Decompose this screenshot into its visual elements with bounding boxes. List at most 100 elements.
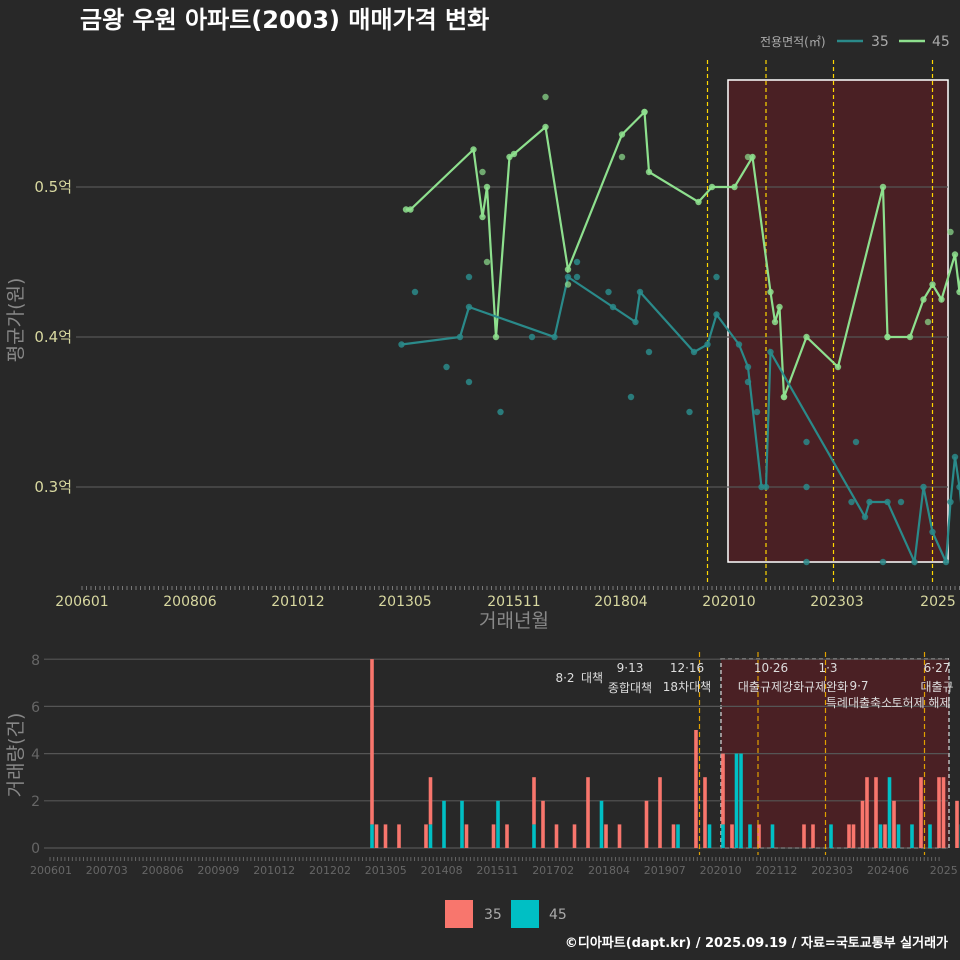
volume-bar-35 — [428, 777, 433, 825]
x-tick-label: 202112 — [755, 864, 797, 877]
x-tick-label: 202303 — [810, 594, 863, 610]
data-point-45 — [776, 303, 783, 311]
x-tick-label: 200703 — [86, 864, 128, 877]
data-point-35 — [713, 311, 720, 318]
data-point-45 — [564, 266, 572, 273]
data-point-35 — [744, 378, 752, 386]
price-panel: 0.3억 0.4억 0.5억 200601 200806 201012 2013… — [5, 60, 960, 632]
volume-bar-35 — [424, 824, 428, 848]
data-point-35 — [411, 288, 419, 296]
data-point-35 — [947, 498, 954, 506]
x-tick-label: 202303 — [811, 864, 853, 877]
y-tick-label: 2 — [31, 794, 40, 810]
x-tick-label: 200909 — [197, 864, 239, 877]
event-name: 종합대책 — [608, 680, 652, 695]
data-point-45 — [542, 93, 549, 101]
volume-y-tick-labels: 0 2 4 6 8 — [31, 653, 40, 857]
data-point-45 — [618, 153, 626, 161]
volume-bar-35 — [586, 777, 590, 848]
volume-bar-45 — [370, 824, 374, 848]
data-point-45 — [564, 281, 572, 288]
volume-bar-35 — [802, 824, 806, 848]
volume-bar-45 — [748, 824, 752, 848]
data-point-35 — [744, 363, 752, 371]
data-point-35 — [609, 303, 617, 311]
x-tick-label: 201511 — [487, 594, 540, 610]
volume-bar-45 — [428, 824, 433, 848]
data-point-45 — [407, 206, 414, 213]
data-point-35 — [573, 273, 581, 281]
data-point-45 — [956, 288, 960, 296]
event-date: 6·27 — [924, 661, 951, 675]
bottom-legend-label-45: 45 — [549, 907, 567, 923]
data-point-35 — [762, 483, 770, 491]
volume-bar-45 — [910, 824, 914, 848]
volume-bar-35 — [937, 777, 941, 848]
volume-bar-35 — [617, 824, 622, 848]
y-tick-label: 8 — [31, 653, 40, 669]
volume-bar-45 — [676, 824, 680, 848]
x-tick-label: 202010 — [700, 864, 742, 877]
data-point-35 — [713, 273, 720, 281]
volume-bar-45 — [739, 753, 743, 848]
volume-bar-35 — [370, 659, 374, 825]
data-point-45 — [618, 131, 626, 138]
event-date: 1·3 — [818, 661, 837, 675]
volume-bar-35 — [671, 824, 676, 848]
price-x-minor-ticks — [81, 586, 960, 590]
data-point-35 — [951, 453, 959, 461]
data-point-35 — [911, 558, 918, 566]
data-point-35 — [636, 288, 644, 296]
event-name: 대출규 — [920, 680, 953, 694]
volume-bar-35 — [919, 777, 923, 848]
volume-bar-35 — [847, 824, 851, 848]
volume-bar-35 — [721, 753, 725, 825]
data-point-35 — [465, 303, 473, 311]
data-point-35 — [884, 498, 891, 506]
data-point-35 — [879, 558, 887, 566]
data-point-45 — [938, 296, 945, 303]
volume-bar-45 — [532, 824, 536, 848]
data-point-45 — [483, 258, 491, 266]
volume-bar-35 — [554, 824, 559, 848]
volume-bar-35 — [757, 824, 761, 848]
volume-bar-35 — [730, 824, 734, 848]
y-tick-label: 0 — [31, 841, 40, 857]
volume-x-minor-ticks — [49, 857, 940, 861]
data-point-35 — [735, 341, 743, 348]
data-point-45 — [645, 168, 653, 176]
data-point-35 — [920, 483, 927, 491]
data-point-35 — [627, 393, 635, 401]
volume-bar-45 — [460, 800, 464, 848]
volume-bar-45 — [707, 824, 712, 848]
data-point-45 — [749, 153, 756, 161]
volume-bar-35 — [811, 824, 815, 848]
data-point-45 — [708, 183, 716, 191]
data-point-35 — [929, 528, 936, 536]
y-axis-title: 평균가(원) — [5, 278, 27, 363]
volume-bar-35 — [383, 824, 388, 848]
x-tick-label: 200806 — [142, 864, 184, 877]
y-tick-label: 0.3억 — [34, 478, 72, 496]
x-tick-label: 200601 — [55, 594, 108, 610]
event-name: 특례대출축소 — [826, 696, 892, 710]
volume-bar-35 — [874, 777, 878, 848]
volume-bar-35 — [851, 824, 856, 848]
volume-bar-35 — [865, 777, 869, 848]
data-point-35 — [573, 258, 581, 266]
volume-bar-35 — [374, 824, 379, 848]
data-point-35 — [528, 333, 536, 341]
data-point-45 — [470, 146, 477, 153]
data-point-35 — [443, 363, 450, 371]
data-point-35 — [551, 333, 558, 341]
volume-panel: 8·2 대책 9·13 종합대책 12·16 18차대책 10·26 대출규제강… — [5, 652, 960, 877]
event-name: 규제완화 — [804, 680, 848, 694]
volume-bar-35 — [604, 824, 608, 848]
volume-bar-35 — [532, 777, 536, 825]
volume-gridlines — [44, 658, 948, 849]
volume-bar-45 — [829, 824, 833, 848]
x-axis-title: 거래년월 — [479, 610, 549, 632]
data-point-35 — [758, 483, 765, 491]
data-point-35 — [942, 558, 950, 566]
volume-bar-45 — [770, 824, 775, 848]
